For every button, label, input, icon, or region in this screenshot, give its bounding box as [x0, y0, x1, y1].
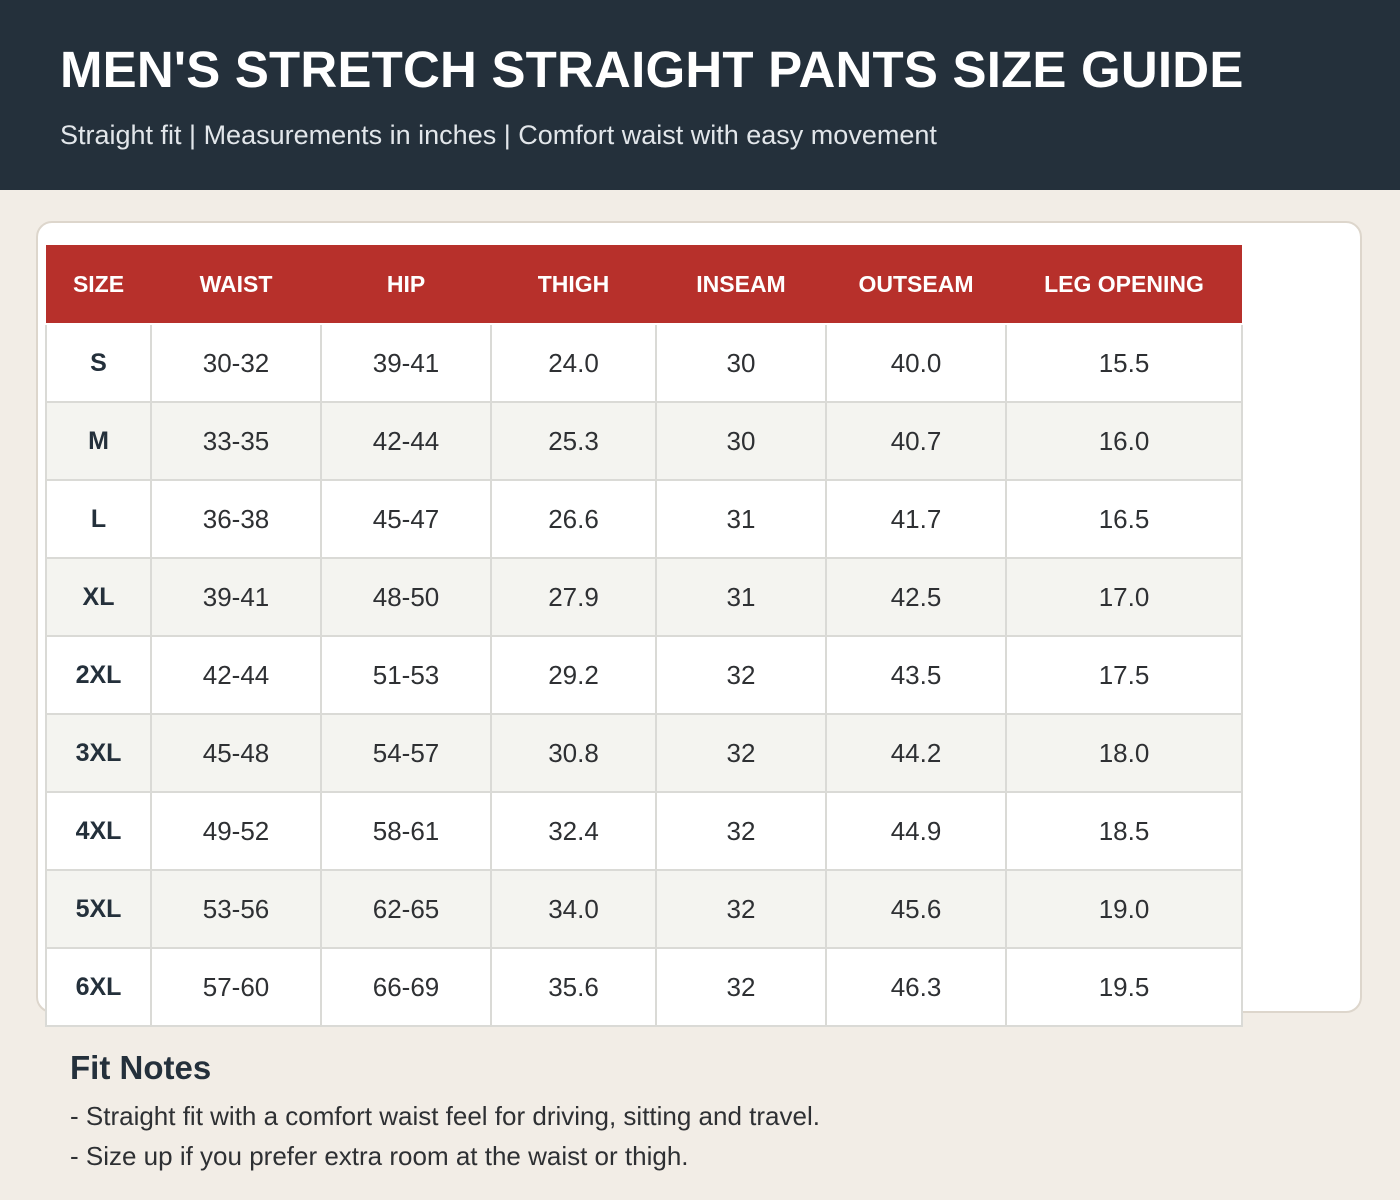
- leg-opening-cell: 16.0: [1005, 401, 1243, 481]
- size-cell: XL: [45, 557, 152, 637]
- hip-cell: 48-50: [320, 557, 492, 637]
- leg-opening-cell: 18.0: [1005, 713, 1243, 793]
- leg-opening-cell: 16.5: [1005, 479, 1243, 559]
- fit-note-item: - Straight fit with a comfort waist feel…: [70, 1101, 820, 1131]
- page-subtitle: Straight fit | Measurements in inches | …: [60, 120, 937, 150]
- waist-cell: 36-38: [150, 479, 322, 559]
- waist-cell: 57-60: [150, 947, 322, 1027]
- outseam-cell: 46.3: [825, 947, 1007, 1027]
- column-header-hip: HIP: [321, 245, 491, 325]
- inseam-cell: 32: [655, 713, 827, 793]
- thigh-cell: 34.0: [490, 869, 657, 949]
- hip-cell: 54-57: [320, 713, 492, 793]
- thigh-cell: 25.3: [490, 401, 657, 481]
- waist-cell: 42-44: [150, 635, 322, 715]
- thigh-cell: 26.6: [490, 479, 657, 559]
- thigh-cell: 32.4: [490, 791, 657, 871]
- leg-opening-cell: 19.5: [1005, 947, 1243, 1027]
- waist-cell: 39-41: [150, 557, 322, 637]
- column-header-waist: WAIST: [151, 245, 321, 325]
- thigh-cell: 29.2: [490, 635, 657, 715]
- waist-cell: 33-35: [150, 401, 322, 481]
- outseam-cell: 40.7: [825, 401, 1007, 481]
- table-row: 4XL 49-52 58-61 32.4 32 44.9 18.5: [45, 791, 1243, 871]
- thigh-cell: 30.8: [490, 713, 657, 793]
- column-header-outseam: OUTSEAM: [826, 245, 1006, 325]
- table-row: L 36-38 45-47 26.6 31 41.7 16.5: [45, 479, 1243, 559]
- fit-notes: Fit Notes - Straight fit with a comfort …: [70, 1048, 820, 1176]
- waist-cell: 49-52: [150, 791, 322, 871]
- leg-opening-cell: 17.5: [1005, 635, 1243, 715]
- table-row: XL 39-41 48-50 27.9 31 42.5 17.0: [45, 557, 1243, 637]
- table-row: S 30-32 39-41 24.0 30 40.0 15.5: [45, 323, 1243, 403]
- leg-opening-cell: 17.0: [1005, 557, 1243, 637]
- inseam-cell: 31: [655, 479, 827, 559]
- inseam-cell: 32: [655, 947, 827, 1027]
- outseam-cell: 44.2: [825, 713, 1007, 793]
- column-header-size: SIZE: [46, 245, 151, 325]
- thigh-cell: 27.9: [490, 557, 657, 637]
- fit-note-item: - Size up if you prefer extra room at th…: [70, 1141, 689, 1171]
- fit-notes-title: Fit Notes: [70, 1049, 212, 1086]
- waist-cell: 30-32: [150, 323, 322, 403]
- fit-notes-list: - Straight fit with a comfort waist feel…: [70, 1096, 820, 1176]
- table-row: 3XL 45-48 54-57 30.8 32 44.2 18.0: [45, 713, 1243, 793]
- size-chart-table: SIZE WAIST HIP THIGH INSEAM OUTSEAM LEG …: [45, 245, 1243, 1027]
- hip-cell: 58-61: [320, 791, 492, 871]
- column-header-inseam: INSEAM: [656, 245, 826, 325]
- inseam-cell: 31: [655, 557, 827, 637]
- hip-cell: 45-47: [320, 479, 492, 559]
- hip-cell: 51-53: [320, 635, 492, 715]
- leg-opening-cell: 19.0: [1005, 869, 1243, 949]
- table-header-row: SIZE WAIST HIP THIGH INSEAM OUTSEAM LEG …: [46, 245, 1242, 325]
- hip-cell: 66-69: [320, 947, 492, 1027]
- inseam-cell: 32: [655, 791, 827, 871]
- size-cell: S: [45, 323, 152, 403]
- thigh-cell: 24.0: [490, 323, 657, 403]
- page-header: MEN'S STRETCH STRAIGHT PANTS SIZE GUIDE …: [0, 0, 1400, 190]
- inseam-cell: 30: [655, 323, 827, 403]
- hip-cell: 62-65: [320, 869, 492, 949]
- hip-cell: 39-41: [320, 323, 492, 403]
- size-cell: 3XL: [45, 713, 152, 793]
- table-row: 6XL 57-60 66-69 35.6 32 46.3 19.5: [45, 947, 1243, 1027]
- inseam-cell: 32: [655, 635, 827, 715]
- thigh-cell: 35.6: [490, 947, 657, 1027]
- table-row: 5XL 53-56 62-65 34.0 32 45.6 19.0: [45, 869, 1243, 949]
- waist-cell: 45-48: [150, 713, 322, 793]
- leg-opening-cell: 15.5: [1005, 323, 1243, 403]
- page-title: MEN'S STRETCH STRAIGHT PANTS SIZE GUIDE: [60, 41, 1244, 98]
- column-header-leg-opening: LEG OPENING: [1006, 245, 1242, 325]
- outseam-cell: 45.6: [825, 869, 1007, 949]
- hip-cell: 42-44: [320, 401, 492, 481]
- outseam-cell: 43.5: [825, 635, 1007, 715]
- size-cell: 5XL: [45, 869, 152, 949]
- size-cell: L: [45, 479, 152, 559]
- size-cell: 6XL: [45, 947, 152, 1027]
- inseam-cell: 30: [655, 401, 827, 481]
- outseam-cell: 42.5: [825, 557, 1007, 637]
- outseam-cell: 41.7: [825, 479, 1007, 559]
- waist-cell: 53-56: [150, 869, 322, 949]
- outseam-cell: 44.9: [825, 791, 1007, 871]
- outseam-cell: 40.0: [825, 323, 1007, 403]
- leg-opening-cell: 18.5: [1005, 791, 1243, 871]
- table-row: 2XL 42-44 51-53 29.2 32 43.5 17.5: [45, 635, 1243, 715]
- column-header-thigh: THIGH: [491, 245, 656, 325]
- inseam-cell: 32: [655, 869, 827, 949]
- size-cell: 4XL: [45, 791, 152, 871]
- table-row: M 33-35 42-44 25.3 30 40.7 16.0: [45, 401, 1243, 481]
- size-cell: 2XL: [45, 635, 152, 715]
- size-cell: M: [45, 401, 152, 481]
